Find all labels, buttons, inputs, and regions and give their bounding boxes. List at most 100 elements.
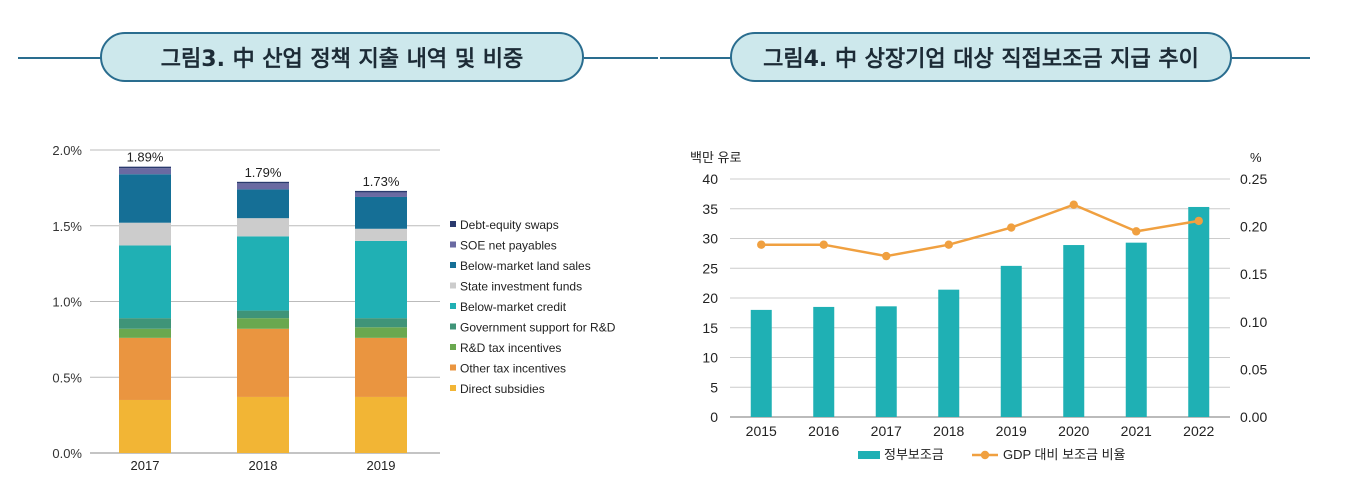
left-header-line-right — [584, 57, 658, 59]
bar-segment-r-d-tax-incentives — [237, 318, 289, 329]
bar-segment-below-market-credit — [119, 245, 171, 319]
legend-label: R&D tax incentives — [460, 341, 561, 355]
bar-segment-soe-net-payables — [237, 183, 289, 190]
left-y-tick-label: 20 — [702, 290, 718, 306]
legend-swatch — [450, 221, 456, 227]
bar-segment-direct-subsidies — [119, 399, 171, 453]
bar-segment-direct-subsidies — [237, 396, 289, 453]
x-tick-label: 2015 — [746, 423, 777, 439]
bar-segment-state-investment-funds — [119, 222, 171, 246]
bar-segment-soe-net-payables — [119, 168, 171, 175]
left-y-tick-label: 30 — [702, 231, 718, 247]
bar-segment-government-support-for-r-d — [355, 318, 407, 328]
ratio-point — [1132, 227, 1141, 236]
ratio-point — [1007, 223, 1016, 232]
legend-swatch — [450, 282, 456, 289]
chart1-legend: Debt-equity swaps SOE net payables Below-m… — [450, 218, 616, 396]
legend-label: Below-market land sales — [460, 259, 591, 273]
left-y-tick-label: 10 — [702, 350, 718, 366]
chart2-left-axis-label: 백만 유로 — [690, 150, 741, 165]
chart2-x-ticks: 2015 2016 2017 2018 2019 2020 2021 2022 — [746, 423, 1215, 439]
ratio-point — [944, 240, 953, 249]
legend-label: Direct subsidies — [460, 382, 545, 396]
legend-label: Below-market credit — [460, 300, 567, 314]
y-tick-label: 0.0% — [52, 446, 82, 461]
subsidy-bar — [1188, 206, 1210, 417]
bar-segment-other-tax-incentives — [237, 328, 289, 397]
bar-segment-government-support-for-r-d — [119, 318, 171, 329]
bar-segment-soe-net-payables — [355, 192, 407, 197]
x-tick-label: 2018 — [933, 423, 964, 439]
legend-item: Other tax incentives — [450, 362, 566, 376]
y-tick-label: 1.5% — [52, 219, 82, 234]
subsidy-bar — [750, 309, 772, 417]
bar-segment-below-market-land-sales — [237, 189, 289, 219]
chart1-y-ticks: 0.0% 0.5% 1.0% 1.5% 2.0% — [52, 143, 82, 461]
legend-item: Debt-equity swaps — [450, 218, 559, 232]
x-tick-label: 2018 — [249, 458, 278, 470]
bar-segment-below-market-credit — [355, 240, 407, 319]
bar-segment-state-investment-funds — [355, 228, 407, 241]
bar-segment-debt-equity-swaps — [355, 190, 407, 193]
left-y-tick-label: 15 — [702, 320, 718, 336]
legend-item: Below-market land sales — [450, 259, 591, 273]
subsidy-bar — [938, 289, 960, 417]
bar-total-label: 1.89% — [127, 150, 164, 165]
ratio-point — [757, 240, 766, 249]
left-y-tick-label: 5 — [710, 379, 718, 395]
ratio-point — [1194, 216, 1203, 226]
legend-label: 정부보조금 — [884, 447, 944, 462]
bar-segment-other-tax-incentives — [119, 337, 171, 400]
bar-total-label: 1.73% — [363, 174, 400, 189]
subsidy-bar — [1000, 265, 1022, 417]
chart1-total-labels: 1.89% 1.79% 1.73% — [127, 150, 400, 189]
chart2-legend: 정부보조금 GDP 대비 보조금 비율 — [858, 447, 1126, 462]
subsidy-bar — [1125, 242, 1147, 417]
bar-segment-debt-equity-swaps — [237, 181, 289, 184]
bar-segment-r-d-tax-incentives — [119, 328, 171, 338]
ratio-point — [819, 240, 828, 249]
x-tick-label: 2016 — [808, 423, 839, 439]
legend-swatch — [450, 262, 456, 268]
legend-item: Below-market credit — [450, 300, 567, 314]
chart2-bars — [750, 206, 1210, 417]
bar-segment-state-investment-funds — [237, 218, 289, 237]
x-tick-label: 2022 — [1183, 423, 1214, 439]
legend-swatch — [450, 241, 456, 248]
chart1-x-ticks: 2017 2018 2019 — [131, 458, 396, 470]
right-y-tick-label: 0.00 — [1240, 409, 1267, 425]
x-tick-label: 2019 — [996, 423, 1027, 439]
right-y-tick-label: 0.05 — [1240, 361, 1267, 377]
x-tick-label: 2019 — [367, 458, 396, 470]
x-tick-label: 2017 — [131, 458, 160, 470]
legend-swatch — [450, 323, 456, 330]
subsidy-bar — [1063, 245, 1085, 417]
bar-line-combo-chart: 백만 유로 % 0 5 10 15 20 25 30 35 40 0.00 0.05 0.10 0.1… — [690, 150, 1267, 462]
legend-label: Other tax incentives — [460, 362, 566, 376]
chart1-bars — [119, 166, 407, 453]
x-tick-label: 2020 — [1058, 423, 1089, 439]
left-y-tick-label: 40 — [702, 171, 718, 187]
legend-label: SOE net payables — [460, 239, 557, 253]
legend-item: SOE net payables — [450, 239, 557, 253]
y-tick-label: 0.5% — [52, 370, 82, 385]
left-y-tick-label: 35 — [702, 201, 718, 217]
subsidy-bar — [875, 306, 897, 417]
legend-item: State investment funds — [450, 280, 582, 294]
bar-segment-direct-subsidies — [355, 396, 407, 453]
right-header-line-left — [660, 57, 732, 59]
y-tick-label: 1.0% — [52, 295, 82, 310]
x-tick-label: 2017 — [871, 423, 902, 439]
bar-segment-below-market-credit — [237, 236, 289, 311]
x-tick-label: 2021 — [1121, 423, 1152, 439]
bar-segment-below-market-land-sales — [119, 174, 171, 223]
legend-label: Government support for R&D — [460, 321, 616, 335]
chart2-right-axis-label: % — [1250, 150, 1262, 165]
legend-item: Direct subsidies — [450, 382, 545, 396]
chart2-left-y-ticks: 0 5 10 15 20 25 30 35 40 — [702, 171, 718, 425]
legend-item-line: GDP 대비 보조금 비율 — [972, 447, 1126, 462]
left-y-tick-label: 0 — [710, 409, 718, 425]
right-y-tick-label: 0.15 — [1240, 266, 1267, 282]
subsidy-bar — [813, 306, 835, 417]
legend-label: Debt-equity swaps — [460, 218, 559, 232]
